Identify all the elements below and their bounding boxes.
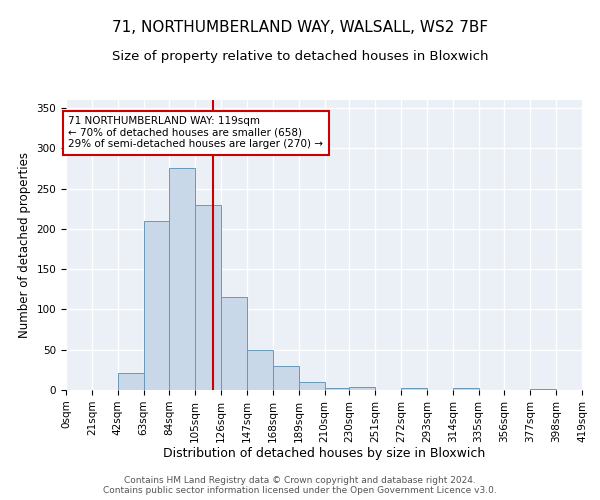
- X-axis label: Distribution of detached houses by size in Bloxwich: Distribution of detached houses by size …: [163, 448, 485, 460]
- Bar: [273, 366, 299, 390]
- Bar: [299, 382, 325, 390]
- Text: Contains HM Land Registry data © Crown copyright and database right 2024.
Contai: Contains HM Land Registry data © Crown c…: [103, 476, 497, 495]
- Bar: [247, 350, 273, 390]
- Bar: [452, 388, 479, 390]
- Bar: [118, 373, 143, 390]
- Bar: [401, 388, 427, 390]
- Text: Size of property relative to detached houses in Bloxwich: Size of property relative to detached ho…: [112, 50, 488, 63]
- Bar: [221, 298, 247, 390]
- Bar: [143, 221, 169, 390]
- Bar: [169, 168, 196, 390]
- Bar: [196, 204, 221, 390]
- Text: 71 NORTHUMBERLAND WAY: 119sqm
← 70% of detached houses are smaller (658)
29% of : 71 NORTHUMBERLAND WAY: 119sqm ← 70% of d…: [68, 116, 323, 150]
- Text: 71, NORTHUMBERLAND WAY, WALSALL, WS2 7BF: 71, NORTHUMBERLAND WAY, WALSALL, WS2 7BF: [112, 20, 488, 35]
- Bar: [349, 387, 375, 390]
- Bar: [530, 389, 556, 390]
- Y-axis label: Number of detached properties: Number of detached properties: [18, 152, 31, 338]
- Bar: [325, 388, 349, 390]
